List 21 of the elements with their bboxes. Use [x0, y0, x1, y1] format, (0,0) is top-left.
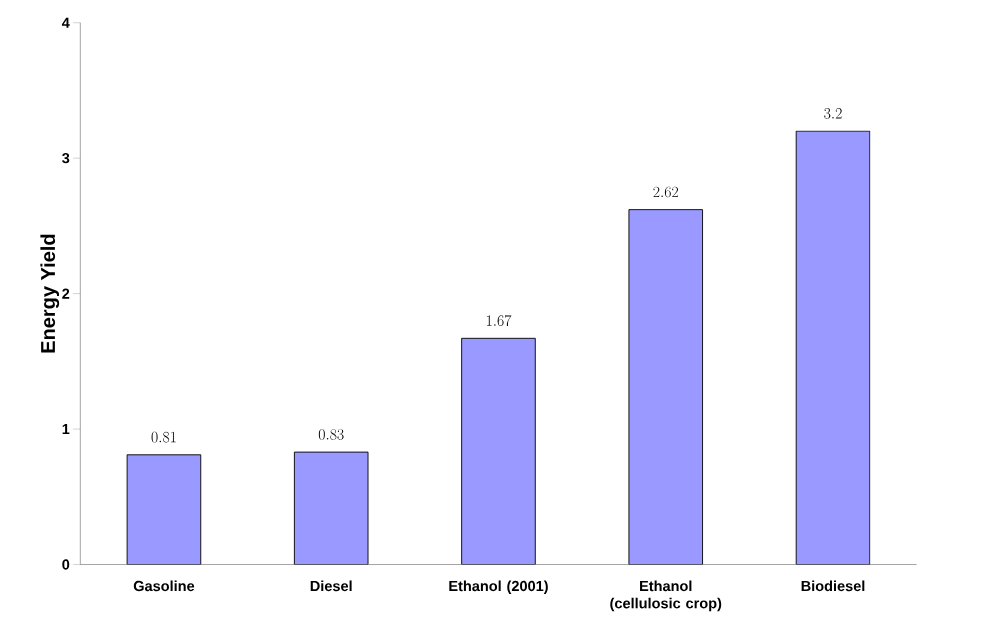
bar — [126, 454, 202, 565]
data-label: 0.83 — [318, 429, 344, 440]
y-tick-label: 1 — [62, 424, 70, 435]
y-tick-label: 2 — [62, 288, 70, 299]
data-label: 1 .67 — [486, 315, 512, 326]
y-tick-label: 4 — [61, 17, 70, 28]
x-tick-label: Ethanol (2001) — [449, 580, 548, 594]
x-tick-label: Gasoline — [133, 580, 195, 592]
bar — [628, 209, 704, 565]
data-label: 3.2 — [824, 108, 842, 119]
x-tick-label: Diesel — [310, 580, 352, 592]
data-label: 0.81 — [151, 431, 176, 443]
bar — [293, 451, 369, 565]
x-tick-label: Biodiesel — [801, 580, 865, 592]
y-tick-label: 0 — [62, 559, 70, 570]
data-label: 2.62 — [653, 186, 679, 198]
y-axis-title: Energy Yield — [40, 234, 60, 353]
bar — [795, 130, 871, 565]
y-tick-label: 3 — [62, 152, 70, 164]
bar — [461, 337, 536, 565]
x-tick-label: Ethanol (cellulosic crop) — [610, 580, 722, 612]
